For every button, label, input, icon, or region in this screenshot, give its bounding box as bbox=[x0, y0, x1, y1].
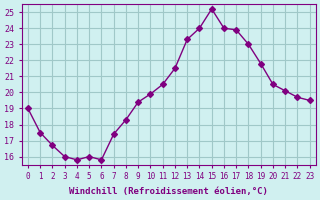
X-axis label: Windchill (Refroidissement éolien,°C): Windchill (Refroidissement éolien,°C) bbox=[69, 187, 268, 196]
